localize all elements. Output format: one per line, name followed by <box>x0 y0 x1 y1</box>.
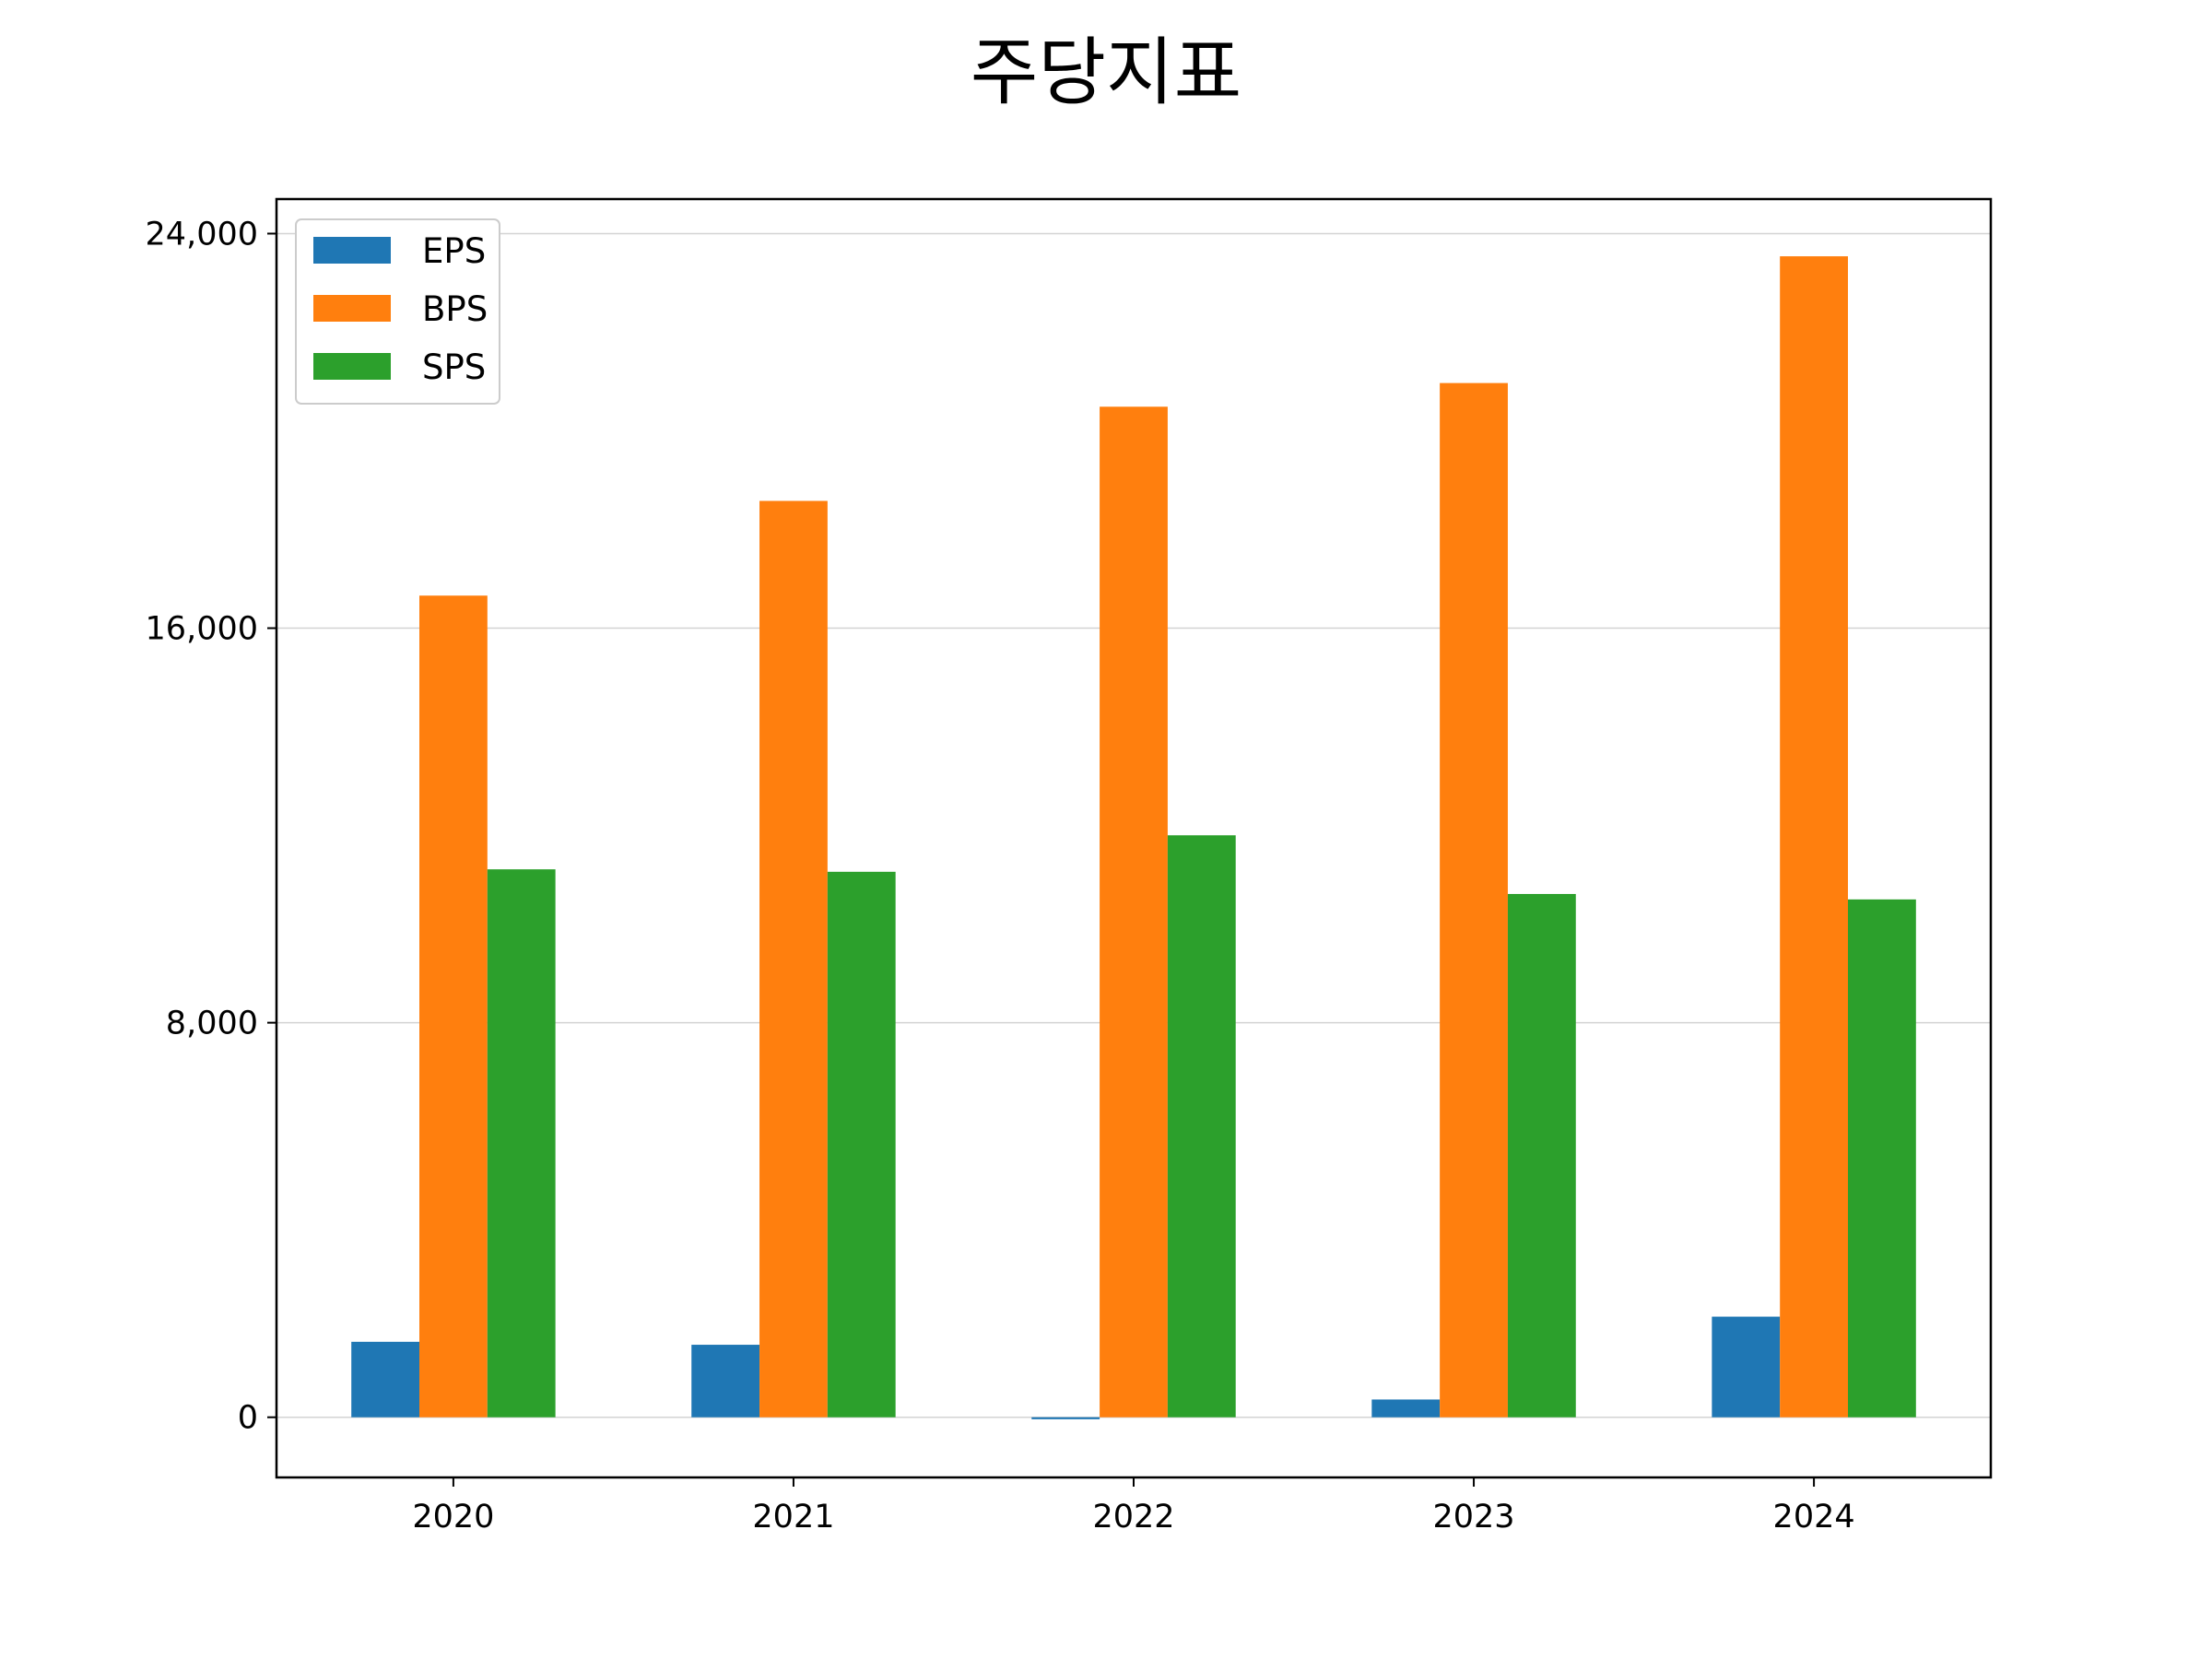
bar-bps-2022 <box>1100 406 1168 1418</box>
legend-swatch-eps <box>313 237 391 264</box>
bars <box>351 256 1916 1419</box>
bar-sps-2022 <box>1167 835 1236 1418</box>
legend-label-sps: SPS <box>422 347 486 387</box>
y-tick-label: 8,000 <box>166 1006 258 1042</box>
legend-label-eps: EPS <box>422 231 486 271</box>
x-tick-label: 2022 <box>1092 1499 1174 1535</box>
x-tick-label: 2023 <box>1433 1499 1515 1535</box>
legend-label-bps: BPS <box>422 289 488 329</box>
y-tick-label: 0 <box>238 1400 258 1437</box>
x-tick-label: 2021 <box>752 1499 834 1535</box>
y-tick-label: 16,000 <box>146 611 258 648</box>
x-tick-label: 2024 <box>1773 1499 1855 1535</box>
bar-sps-2021 <box>827 871 896 1418</box>
y-tick-label: 24,000 <box>146 216 258 253</box>
x-axis: 2020 2021 2022 2023 2024 <box>412 1477 1855 1535</box>
bar-eps-2020 <box>351 1341 419 1418</box>
bar-bps-2023 <box>1440 382 1508 1418</box>
chart-title: 주당지표 <box>970 29 1242 115</box>
bar-bps-2020 <box>419 595 488 1418</box>
bar-eps-2024 <box>1712 1316 1781 1418</box>
bar-eps-2021 <box>691 1345 760 1418</box>
legend-swatch-sps <box>313 353 391 380</box>
bar-bps-2021 <box>759 500 828 1418</box>
x-tick-label: 2020 <box>412 1499 494 1535</box>
bar-sps-2023 <box>1507 893 1576 1418</box>
bar-sps-2020 <box>487 869 556 1418</box>
legend-swatch-bps <box>313 295 391 322</box>
y-axis: 0 8,000 16,000 24,000 <box>146 216 276 1437</box>
bar-sps-2024 <box>1848 899 1916 1418</box>
bar-eps-2022 <box>1031 1417 1100 1419</box>
legend: EPS BPS SPS <box>295 218 500 405</box>
bar-bps-2024 <box>1780 256 1848 1418</box>
bar-eps-2023 <box>1371 1399 1441 1418</box>
